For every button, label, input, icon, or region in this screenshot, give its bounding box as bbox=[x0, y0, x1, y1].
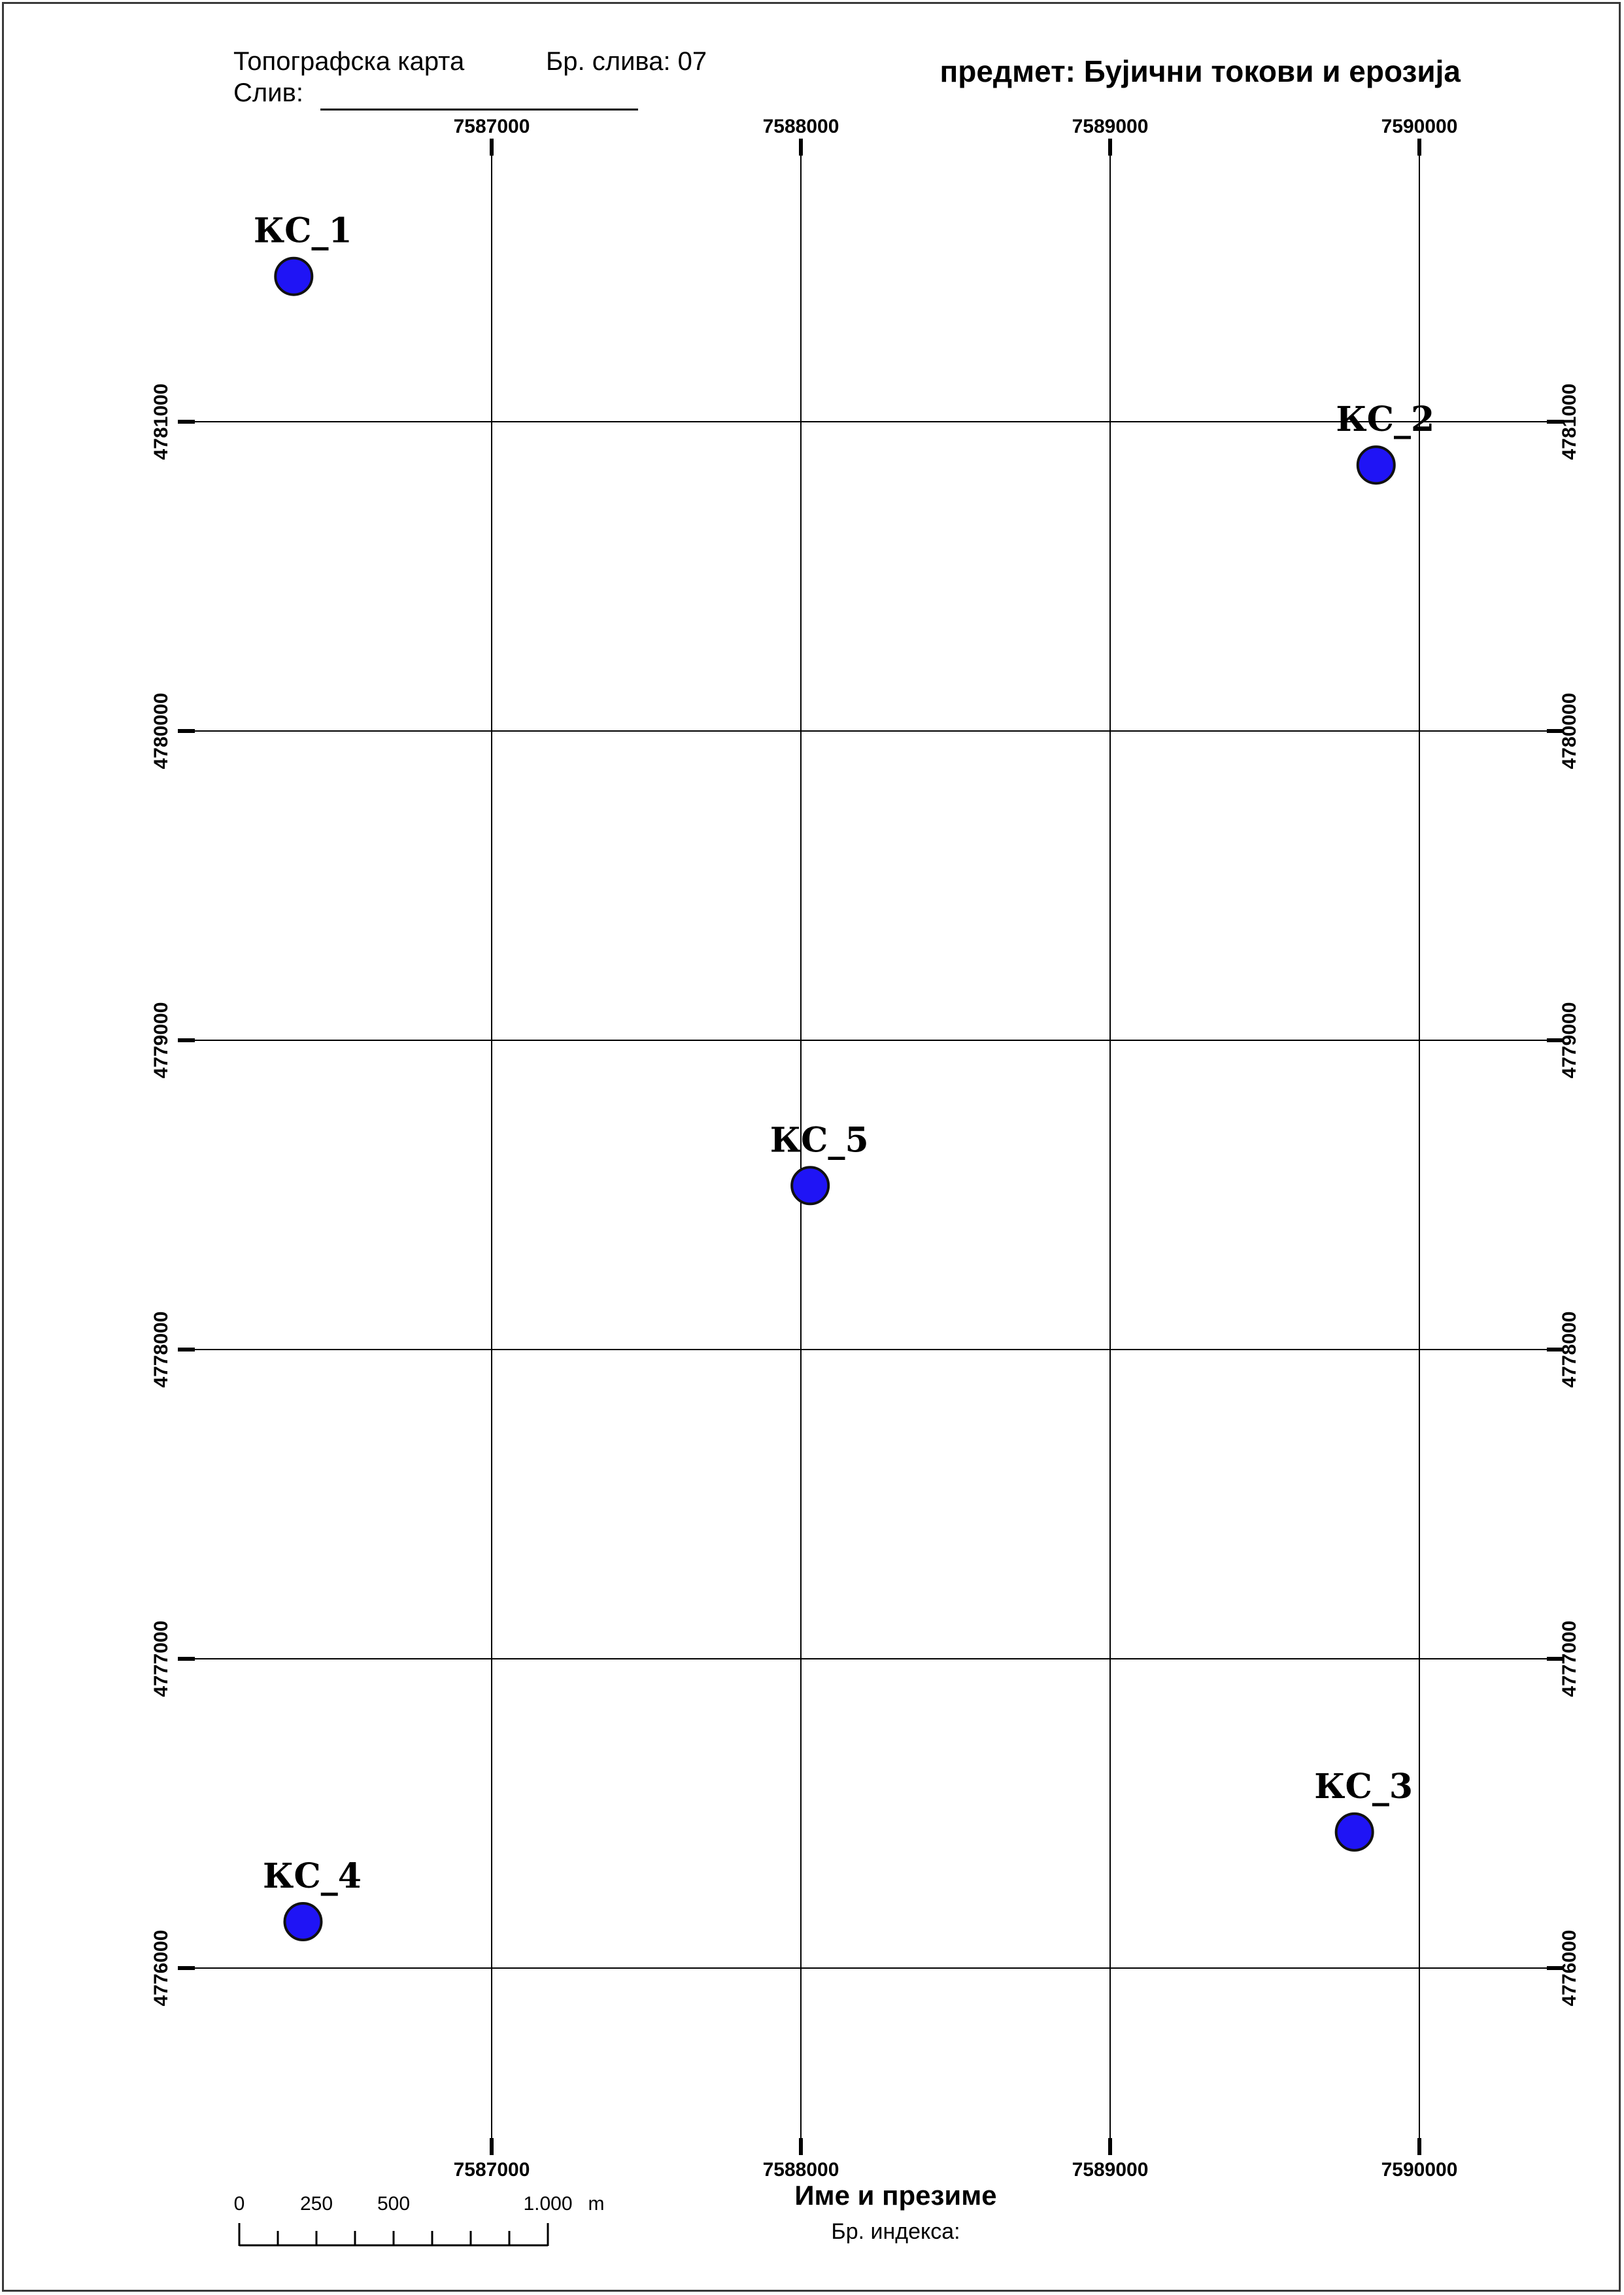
control-point-marker[interactable] bbox=[283, 1902, 323, 1942]
northing-label-right: 4779000 bbox=[1559, 1002, 1580, 1079]
northing-label-left: 4781000 bbox=[150, 384, 172, 460]
northing-label-left: 4776000 bbox=[150, 1930, 172, 2007]
map-points: КС_1 КС_2 КС_5 КС_3 КС_4 bbox=[254, 211, 1434, 1942]
easting-label-top: 7588000 bbox=[763, 116, 839, 137]
control-point-label: КС_2 bbox=[1336, 400, 1434, 439]
student-index-label: Бр. индекса: bbox=[831, 2219, 960, 2244]
northing-label-right: 4781000 bbox=[1559, 384, 1580, 460]
grid-lines bbox=[178, 139, 1564, 2155]
northing-label-left: 4780000 bbox=[150, 693, 172, 770]
scale-bar-unit: m bbox=[588, 2193, 605, 2215]
scale-bar-label: 1.000 bbox=[523, 2193, 572, 2215]
control-point-marker[interactable] bbox=[1334, 1812, 1374, 1852]
easting-label-top: 7590000 bbox=[1381, 116, 1458, 137]
control-point-label: КС_3 bbox=[1314, 1767, 1413, 1807]
grid-labels: 7587000 7587000 7588000 7588000 7589000 75890… bbox=[150, 116, 1580, 2181]
northing-label-right: 4777000 bbox=[1559, 1621, 1580, 1697]
northing-label-left: 4779000 bbox=[150, 1002, 172, 1079]
catchment-blank-line bbox=[320, 109, 638, 110]
control-point-label: КС_1 bbox=[254, 211, 352, 251]
easting-label-bottom: 7587000 bbox=[454, 2159, 530, 2181]
scale-bar: 0 250 500 1.000 m bbox=[234, 2193, 605, 2247]
scale-bar-label: 500 bbox=[377, 2193, 410, 2215]
catchment-label: Слив: bbox=[233, 78, 303, 107]
subject-title: предмет: Бујични токови и ерозија bbox=[939, 54, 1461, 88]
scale-bar-label: 250 bbox=[300, 2193, 333, 2215]
northing-label-left: 4778000 bbox=[150, 1312, 172, 1388]
scale-bar-label: 0 bbox=[234, 2193, 245, 2215]
control-point-marker[interactable] bbox=[274, 256, 314, 296]
easting-label-bottom: 7590000 bbox=[1381, 2159, 1458, 2181]
student-name-label: Име и презиме bbox=[794, 2180, 997, 2211]
northing-label-right: 4778000 bbox=[1559, 1312, 1580, 1388]
easting-label-bottom: 7588000 bbox=[763, 2159, 839, 2181]
northing-label-right: 4780000 bbox=[1559, 693, 1580, 770]
northing-label-right: 4776000 bbox=[1559, 1930, 1580, 2007]
map-type-label: Топографска карта bbox=[233, 47, 465, 76]
control-point-marker[interactable] bbox=[790, 1166, 830, 1206]
easting-label-top: 7587000 bbox=[454, 116, 530, 137]
control-point-marker[interactable] bbox=[1356, 445, 1396, 485]
northing-label-left: 4777000 bbox=[150, 1621, 172, 1697]
easting-label-top: 7589000 bbox=[1072, 116, 1149, 137]
control-point-label: КС_4 bbox=[263, 1856, 362, 1896]
easting-label-bottom: 7589000 bbox=[1072, 2159, 1149, 2181]
control-point-label: КС_5 bbox=[770, 1120, 869, 1160]
catchment-number-label: Бр. слива: 07 bbox=[546, 47, 707, 76]
